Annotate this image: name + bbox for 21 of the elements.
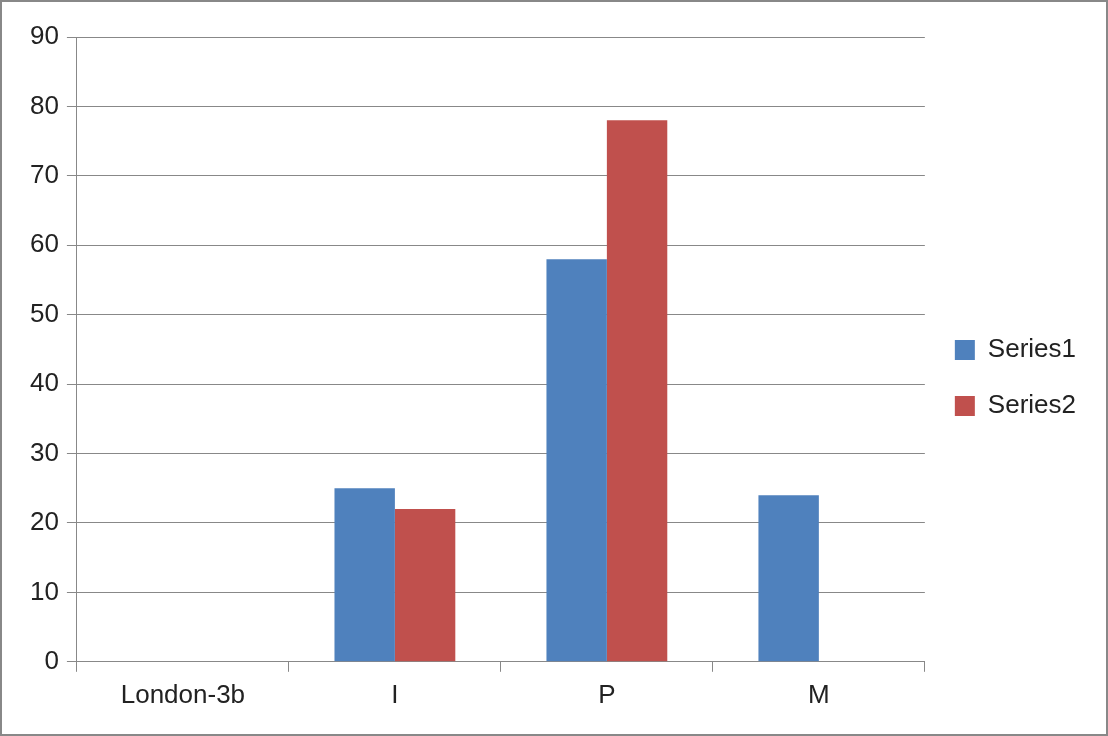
y-tick-label: 40 — [30, 367, 59, 398]
y-tick-label: 20 — [30, 506, 59, 537]
x-tick-label: P — [598, 678, 616, 709]
y-tick-label: 70 — [30, 159, 59, 190]
y-tick-label: 50 — [30, 297, 59, 328]
bar — [546, 259, 607, 662]
x-tick-label: London-3b — [120, 678, 246, 709]
bar — [606, 120, 668, 662]
x-tick-label: M — [808, 678, 830, 709]
legend-label: Series2 — [987, 389, 1076, 420]
y-tick-label: 0 — [44, 644, 59, 675]
x-tick-label: I — [391, 678, 399, 709]
bar — [334, 488, 395, 662]
bar — [758, 495, 819, 662]
bar — [394, 509, 456, 662]
y-tick-label: 60 — [30, 228, 59, 259]
y-tick-label: 30 — [30, 436, 59, 467]
y-tick-label: 80 — [30, 89, 59, 120]
y-tick-label: 10 — [30, 575, 59, 606]
y-tick-label: 90 — [30, 20, 59, 51]
legend-label: Series1 — [987, 333, 1076, 364]
